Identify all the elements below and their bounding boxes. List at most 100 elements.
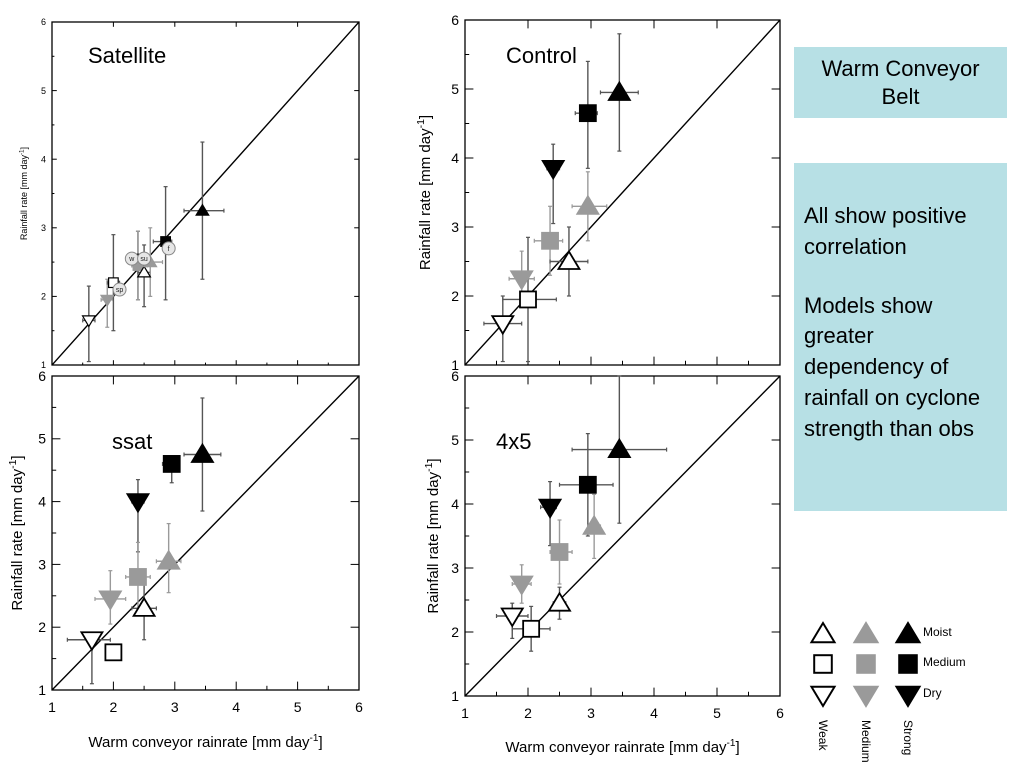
y-tick-label: 4 [41, 154, 46, 164]
data-point-down-grey [99, 294, 115, 307]
y-tick-label: 3 [451, 219, 459, 235]
legend: Moist Medium Dry Weak Medium Strong [809, 621, 966, 763]
season-label: sp [116, 287, 124, 294]
data-point-up-white [132, 596, 157, 617]
data-point-down-grey [98, 590, 123, 611]
x-axis-label: Warm conveyor rainrate [mm day-1] [88, 733, 322, 751]
x-tick-label: 6 [355, 699, 363, 715]
season-point [161, 241, 176, 256]
y-tick-label: 4 [451, 496, 459, 512]
y-axis-label: Rainfall rate [mm day-1] [18, 147, 29, 240]
data-point-square-black [162, 455, 181, 473]
panel-label: ssat [112, 429, 152, 454]
title-box: Warm Conveyor Belt [794, 47, 1007, 118]
one-to-one-line [465, 20, 780, 365]
data-point-square-white [522, 619, 541, 638]
legend-row-label: Dry [923, 686, 942, 700]
x-tick-label: 6 [776, 705, 784, 721]
x-tick-label: 4 [650, 705, 658, 721]
note-dependency: Models show greater dependency of rainfa… [804, 292, 981, 441]
data-point-down-black [537, 498, 563, 519]
data-point-down-black [125, 493, 151, 514]
data-point-square-white [104, 643, 123, 662]
one-to-one-line [52, 376, 359, 690]
y-tick-label: 3 [38, 556, 46, 572]
data-point-up-grey [156, 549, 181, 570]
chart-panels: 1 2 3 4 5 6 Rainfall rate [mm day-1] Satellite s… [7, 12, 784, 756]
panel-label: Satellite [88, 43, 166, 68]
season-point [137, 251, 152, 266]
data-point-up-white [556, 249, 582, 270]
y-tick-label: 2 [451, 288, 459, 304]
legend-row-label: Medium [923, 655, 966, 669]
season-label: w [128, 256, 135, 263]
one-to-one-line [52, 22, 359, 365]
legend-marker-up-black [894, 621, 922, 644]
data-point-up-black [607, 437, 632, 459]
panel-control: 1 2 3 4 5 6 Rainfall rate [mm day-1] Control [415, 12, 781, 373]
y-tick-label: 5 [451, 81, 459, 97]
y-tick-label: 6 [451, 12, 459, 28]
x-tick-label: 5 [294, 699, 302, 715]
legend-marker-square-grey [856, 654, 876, 674]
y-axis-label: Rainfall rate [mm day-1] [423, 458, 442, 613]
season-point [112, 282, 127, 297]
y-tick-label: 6 [451, 368, 459, 384]
one-to-one-line [465, 376, 780, 696]
data-point-square-grey [550, 543, 569, 561]
y-axis-label: Rainfall rate [mm day-1] [415, 115, 434, 270]
y-tick-label: 5 [41, 86, 46, 96]
data-point-up-white [136, 265, 152, 278]
panel-label: 4x5 [496, 429, 531, 454]
x-tick-label: 5 [713, 705, 721, 721]
y-tick-label: 5 [451, 432, 459, 448]
data-point-down-grey [509, 575, 534, 596]
x-tick-label: 3 [587, 705, 595, 721]
y-tick-label: 3 [41, 223, 46, 233]
data-point-up-black [195, 203, 210, 216]
legend-col-label: Weak [816, 720, 830, 751]
legend-col-label: Medium [859, 720, 873, 763]
y-tick-label: 5 [38, 431, 46, 447]
y-tick-label: 6 [41, 17, 46, 27]
y-tick-label: 6 [38, 368, 46, 384]
data-point-up-black [190, 442, 215, 463]
y-tick-label: 4 [38, 494, 46, 510]
note-correlation: All show positive correlation [804, 203, 967, 259]
legend-marker-down-grey [852, 685, 880, 708]
y-tick-label: 4 [451, 150, 459, 166]
data-point-down-grey [509, 270, 534, 291]
legend-marker-square-white [813, 654, 833, 674]
panel-ssat: 1 2 3 4 5 6 1 2 3 4 5 6 Rainfall rate [mm day-1] Warm… [7, 368, 363, 751]
legend-row-label: Moist [923, 625, 952, 639]
title-box-text: Warm Conveyor Belt [821, 56, 980, 109]
x-tick-label: 2 [110, 699, 118, 715]
data-point-down-white [81, 315, 97, 328]
legend-marker-up-white [809, 621, 837, 644]
y-axis-label: Rainfall rate [mm day-1] [7, 455, 26, 610]
x-tick-label: 4 [232, 699, 240, 715]
panel-label: Control [506, 43, 577, 68]
data-point-up-grey [575, 194, 600, 215]
x-tick-label: 1 [461, 705, 469, 721]
data-point-down-white [500, 607, 525, 628]
y-tick-label: 1 [451, 688, 459, 704]
data-point-down-white [79, 631, 104, 652]
legend-col-label: Strong [901, 720, 915, 755]
x-axis-label: Warm conveyor rainrate [mm day-1] [505, 738, 739, 756]
y-tick-label: 2 [451, 624, 459, 640]
y-tick-label: 1 [38, 682, 46, 698]
legend-marker-down-black [894, 685, 922, 708]
data-point-square-black [578, 104, 597, 123]
legend-marker-square-black [898, 654, 918, 674]
data-point-square-white [519, 290, 537, 309]
y-tick-label: 3 [451, 560, 459, 576]
x-tick-label: 2 [524, 705, 532, 721]
data-point-square-black [578, 475, 597, 494]
legend-marker-down-white [809, 685, 837, 708]
panel-4x5: 1 2 3 4 5 6 1 2 3 4 5 6 Rainfall rate [mm day-1] Warm… [423, 368, 784, 756]
data-point-square-grey [541, 231, 559, 250]
notes-box: All show positive correlation Models sho… [794, 163, 1007, 511]
season-label: su [140, 256, 148, 263]
